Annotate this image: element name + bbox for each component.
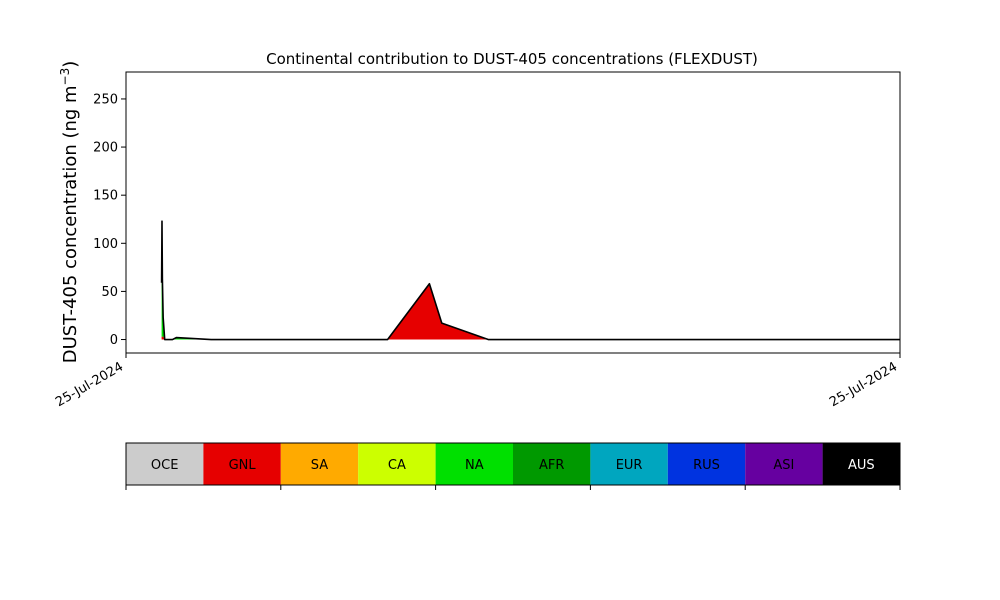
legend-label-afr: AFR xyxy=(539,458,564,473)
legend-swatch-aus xyxy=(822,443,900,485)
total-outline xyxy=(160,220,900,341)
legend-swatch-afr xyxy=(513,443,591,485)
legend-label-asi: ASI xyxy=(773,458,794,473)
plot-area xyxy=(125,71,901,354)
legend-label-gnl: GNL xyxy=(229,458,257,473)
legend-label-na: NA xyxy=(465,458,484,473)
legend-swatch-rus xyxy=(667,443,746,485)
chart-title: Continental contribution to DUST-405 con… xyxy=(266,50,758,68)
area-gnl xyxy=(161,283,901,340)
area-na xyxy=(161,221,901,340)
legend-swatch-oce xyxy=(126,443,204,485)
legend-swatch-na xyxy=(435,443,513,485)
legend-swatch-asi xyxy=(745,443,823,485)
legend-label-aus: AUS xyxy=(848,458,875,473)
legend-label-rus: RUS xyxy=(693,458,720,473)
y-axis: 0 50 100 150 200 250 xyxy=(93,92,126,348)
y-tick-label: 200 xyxy=(93,141,118,156)
y-axis-label: DUST-405 concentration (ng m−3) xyxy=(58,61,81,364)
y-axis-label-close: ) xyxy=(60,61,81,68)
legend-label-eur: EUR xyxy=(616,458,643,473)
x-tick-label: 25-Jul-2024 xyxy=(827,359,900,410)
legend-swatch-eur xyxy=(590,443,668,485)
y-tick-label: 0 xyxy=(110,333,118,348)
y-axis-label-unit-exponent: −3 xyxy=(58,68,72,86)
legend-swatch-ca xyxy=(358,443,436,485)
x-tick-label: 25-Jul-2024 xyxy=(53,359,126,410)
x-axis: 25-Jul-2024 25-Jul-2024 xyxy=(53,353,901,410)
legend-swatch-sa xyxy=(280,443,359,485)
y-tick-label: 150 xyxy=(93,189,118,204)
y-tick-label: 250 xyxy=(93,92,118,107)
legend-frame xyxy=(125,442,901,486)
legend-swatch-gnl xyxy=(203,443,281,485)
y-axis-label-text: DUST-405 concentration (ng m xyxy=(60,85,81,363)
plot-frame xyxy=(125,71,901,354)
y-tick-label: 50 xyxy=(101,285,118,300)
legend: OCE GNL SA CA NA AFR EUR RUS ASI AUS xyxy=(125,442,901,490)
legend-label-sa: SA xyxy=(311,458,328,473)
y-tick-label: 100 xyxy=(93,237,118,252)
legend-label-ca: CA xyxy=(388,458,406,473)
legend-label-oce: OCE xyxy=(151,458,179,473)
